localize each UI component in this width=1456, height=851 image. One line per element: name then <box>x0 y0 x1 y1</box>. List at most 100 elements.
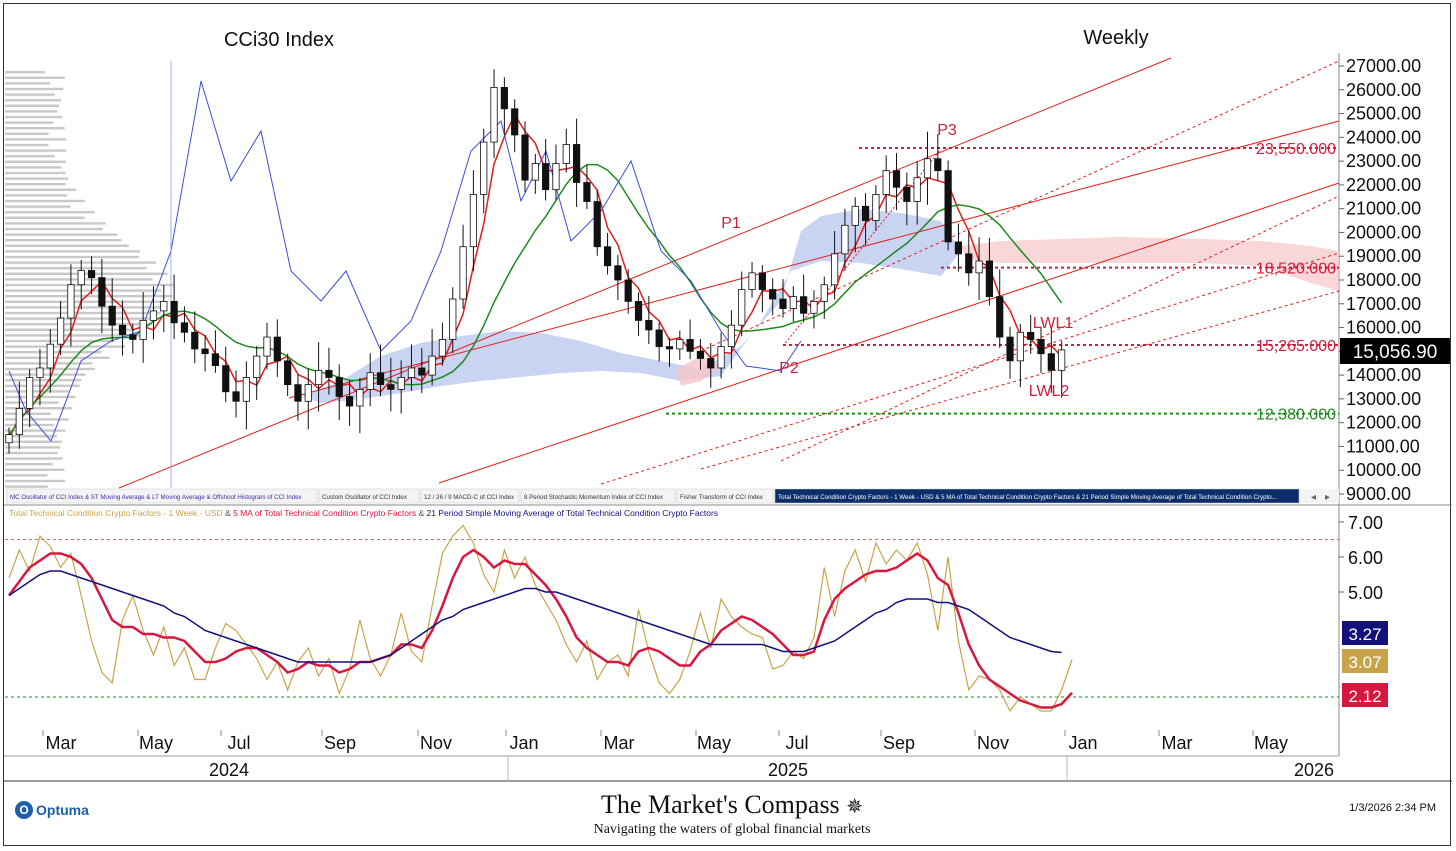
volume-profile-bar <box>5 199 85 203</box>
candle-body <box>800 296 808 314</box>
indicator-tab[interactable] <box>676 488 774 504</box>
volume-profile-bar <box>5 99 62 102</box>
month-label: Mar <box>604 733 635 753</box>
candle-body <box>624 279 632 302</box>
candle-body <box>201 348 209 355</box>
candle-body <box>222 365 230 393</box>
candle-body <box>1006 336 1014 362</box>
volume-profile-bar <box>5 255 140 259</box>
price-tick-label: 26000.00 <box>1346 80 1421 100</box>
month-label: Nov <box>977 733 1009 753</box>
last-price-badge <box>1340 338 1450 364</box>
publication-title: The Market's Compass <box>601 790 840 819</box>
candle-body <box>521 134 529 181</box>
candle-body <box>345 396 354 407</box>
candle-body <box>108 305 116 326</box>
volume-profile-bar <box>5 177 69 180</box>
price-tick-label: 18000.00 <box>1346 270 1421 290</box>
series-last-value: 3.07 <box>1348 653 1381 672</box>
volume-profile-bar <box>5 115 63 119</box>
chart-canvas[interactable]: CCi30 Index Weekly 23,550.000 18,520.000 1… <box>4 4 1452 786</box>
last-price-label: 15,056.90 <box>1353 342 1438 363</box>
candle-body <box>727 324 736 347</box>
volume-profile-bar <box>5 155 55 158</box>
month-label: Jul <box>227 733 250 753</box>
candle-body <box>294 384 302 402</box>
volume-profile-bar <box>5 317 152 320</box>
candle-body <box>583 182 591 202</box>
pivot-label: LWL2 <box>1029 383 1070 400</box>
indicator-tab[interactable] <box>6 488 318 504</box>
candle-body <box>253 355 261 378</box>
indicator-tab-label: Custom Oscillator of CCI Index <box>322 494 408 501</box>
volume-profile-bar <box>5 166 62 169</box>
month-label: Nov <box>420 733 452 753</box>
level-label: 18,520.000 <box>1256 261 1336 278</box>
volume-profile-bar <box>5 328 135 331</box>
candle-body <box>511 108 519 136</box>
volume-profile-bar <box>5 93 55 96</box>
pivot-label: P1 <box>721 215 741 232</box>
candle-body <box>831 253 839 286</box>
volume-profile-bar <box>5 311 161 315</box>
pitchfork-line <box>118 57 1172 489</box>
indicator-tabs: MC Oscillator of CCI Index & ST Moving A… <box>6 488 1330 504</box>
indicator-tab[interactable] <box>774 488 1300 504</box>
tab-prev-icon[interactable]: ◂ <box>1311 492 1316 503</box>
series-last-badge <box>1342 621 1388 645</box>
volume-profile-bar <box>5 261 156 264</box>
month-label: Jul <box>785 733 808 753</box>
candle-body <box>211 353 219 367</box>
candle-body <box>407 367 416 378</box>
candle-body <box>15 407 23 435</box>
candle-body <box>366 372 374 390</box>
volume-profile-bar <box>5 222 106 225</box>
candle-body <box>882 170 890 195</box>
volume-profile-bar <box>5 104 60 107</box>
volume-profile-bar <box>5 323 153 326</box>
price-tick-label: 20000.00 <box>1346 222 1421 242</box>
volume-profile-bar <box>5 435 57 438</box>
volume-profile-bar <box>5 205 71 208</box>
indicator-tab[interactable] <box>420 488 520 504</box>
candle-body <box>449 298 457 340</box>
candle-body <box>665 346 674 350</box>
volume-profile-bar <box>5 485 48 488</box>
indicator-tab[interactable] <box>520 488 676 504</box>
series-last-badge <box>1342 683 1388 707</box>
technical-condition-panel: 3.07 2.12 3.27 <box>5 524 1388 713</box>
volume-profile-bar <box>5 244 129 247</box>
volume-profile-bar <box>5 239 122 242</box>
candle-body <box>810 300 818 314</box>
volume-profile-bar <box>5 295 173 298</box>
indicator-series-line <box>7 548 1073 709</box>
candle-body <box>67 284 75 319</box>
candle-body <box>552 163 560 191</box>
legend-tcc: Total Technical Condition Crypto Factors… <box>9 508 223 518</box>
volume-profile-bar <box>5 149 67 152</box>
ichimoku-cloud <box>301 209 1339 403</box>
candle-body <box>954 241 963 255</box>
tab-next-icon[interactable]: ▸ <box>1325 492 1330 503</box>
volume-profile-bar <box>5 384 80 387</box>
level-label: 12,380.000 <box>1256 407 1336 424</box>
candle-body <box>634 300 643 321</box>
candle-body <box>1058 349 1066 371</box>
candle-body <box>191 331 199 350</box>
volume-profile-bar <box>5 233 118 236</box>
volume-profile-bar <box>5 390 70 393</box>
price-tick-label: 27000.00 <box>1346 56 1421 76</box>
volume-profile <box>5 71 174 488</box>
volume-profile-bar <box>5 183 66 186</box>
pitchfork-line <box>780 195 1340 462</box>
volume-profile-bar <box>5 418 69 421</box>
volume-profile-bar <box>5 289 162 292</box>
legend-5ma: 5 MA of Total Technical Condition Crypto… <box>233 508 416 518</box>
indicator-tab[interactable] <box>318 488 420 504</box>
candle-body <box>965 253 973 274</box>
month-label: Mar <box>46 733 77 753</box>
price-tick-label: 9000.00 <box>1346 484 1411 504</box>
volume-profile-bar <box>5 334 140 337</box>
price-axis: 27000.00 26000.00 25000.00 24000.00 23000.00… <box>1339 56 1421 504</box>
volume-profile-bar <box>5 468 65 471</box>
